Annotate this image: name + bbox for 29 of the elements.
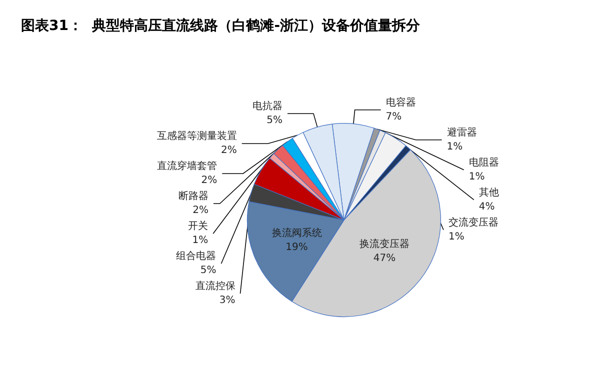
slice-label: 电阻器 <box>468 156 499 168</box>
data-label: 1% <box>192 235 208 246</box>
slice-label: 断路器 <box>178 190 208 202</box>
slice-label: 开关 <box>188 220 208 232</box>
slice-label: 直流穿墙套管 <box>157 160 218 172</box>
slice-label: 组合电器 <box>176 250 216 262</box>
slice-label: 交流变压器 <box>448 216 499 228</box>
slice-label: 其他 <box>478 186 499 198</box>
slice-label: 避雷器 <box>446 126 477 138</box>
data-label: 5% <box>266 115 282 126</box>
slice-label: 直流控保 <box>195 280 236 292</box>
data-label: 1% <box>468 171 485 182</box>
chart-title: 图表31： 典型特高压直流线路（白鹤滩-浙江）设备价值量拆分 <box>21 17 422 34</box>
data-label: 19% <box>286 242 308 253</box>
slice-label: 电抗器 <box>252 100 282 112</box>
data-label: 2% <box>201 175 218 186</box>
slice-label: 换流变压器 <box>359 238 410 250</box>
data-label: 5% <box>200 265 216 276</box>
data-label: 47% <box>373 253 396 264</box>
data-label: 7% <box>386 111 402 122</box>
data-label: 1% <box>446 141 463 152</box>
data-label: 3% <box>219 295 236 306</box>
data-label: 1% <box>448 231 464 242</box>
slice-label: 换流阀系统 <box>272 226 322 239</box>
data-label: 2% <box>192 205 208 216</box>
slice-label: 互感器等测量装置 <box>156 130 237 142</box>
data-label: 2% <box>220 145 237 156</box>
data-label: 4% <box>478 201 495 212</box>
slice-label: 电容器 <box>386 96 416 108</box>
